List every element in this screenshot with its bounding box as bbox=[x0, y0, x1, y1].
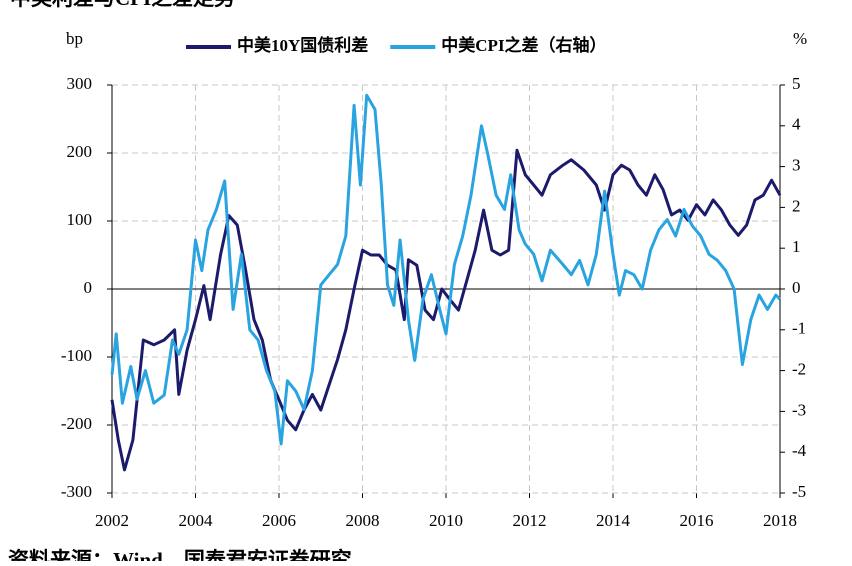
y2-tick-label: -1 bbox=[792, 319, 806, 338]
y-tick-label: -100 bbox=[61, 346, 92, 365]
x-tick-label: 2008 bbox=[346, 511, 380, 530]
x-tick-label: 2002 bbox=[95, 511, 129, 530]
y2-axis-unit: % bbox=[793, 29, 807, 48]
x-tick-label: 2018 bbox=[763, 511, 797, 530]
y2-tick-label: 4 bbox=[792, 115, 801, 134]
y-tick-label: 100 bbox=[67, 210, 93, 229]
y2-tick-label: 2 bbox=[792, 196, 801, 215]
x-tick-label: 2016 bbox=[680, 511, 714, 530]
y-tick-label: 0 bbox=[84, 278, 93, 297]
series-line bbox=[110, 93, 782, 446]
y2-tick-label: 3 bbox=[792, 156, 801, 175]
y-tick-label: -200 bbox=[61, 414, 92, 433]
x-tick-label: 2010 bbox=[429, 511, 463, 530]
y-tick-label: 200 bbox=[67, 142, 93, 161]
legend-label: 中美10Y国债利差 bbox=[237, 35, 368, 55]
y-tick-label: -300 bbox=[61, 482, 92, 501]
y-axis-unit: bp bbox=[66, 29, 83, 48]
y2-tick-label: -3 bbox=[792, 400, 806, 419]
source-note: 资料来源：Wind，国泰君安证券研究 bbox=[8, 548, 352, 561]
x-tick-label: 2006 bbox=[262, 511, 296, 530]
x-tick-label: 2014 bbox=[596, 511, 631, 530]
y2-tick-label: -2 bbox=[792, 360, 806, 379]
y2-tick-label: 1 bbox=[792, 237, 801, 256]
x-tick-label: 2004 bbox=[179, 511, 214, 530]
y-tick-label: 300 bbox=[67, 74, 93, 93]
y2-tick-label: -4 bbox=[792, 441, 807, 460]
chart-title: 中美利差与CPI之差走势 bbox=[10, 0, 235, 10]
legend-label: 中美CPI之差（右轴） bbox=[441, 35, 606, 55]
x-tick-label: 2012 bbox=[513, 511, 547, 530]
y2-tick-label: 0 bbox=[792, 278, 801, 297]
y2-tick-label: 5 bbox=[792, 74, 801, 93]
y2-tick-label: -5 bbox=[792, 482, 806, 501]
